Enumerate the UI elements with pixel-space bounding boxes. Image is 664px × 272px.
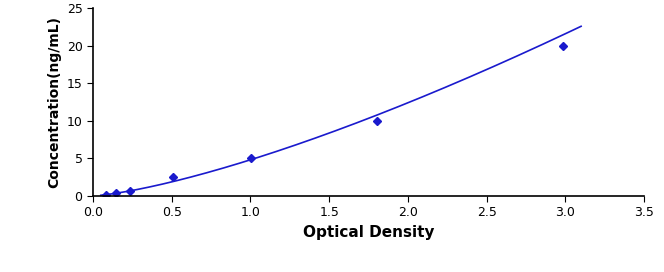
X-axis label: Optical Density: Optical Density: [303, 225, 434, 240]
Y-axis label: Concentration(ng/mL): Concentration(ng/mL): [47, 16, 61, 188]
